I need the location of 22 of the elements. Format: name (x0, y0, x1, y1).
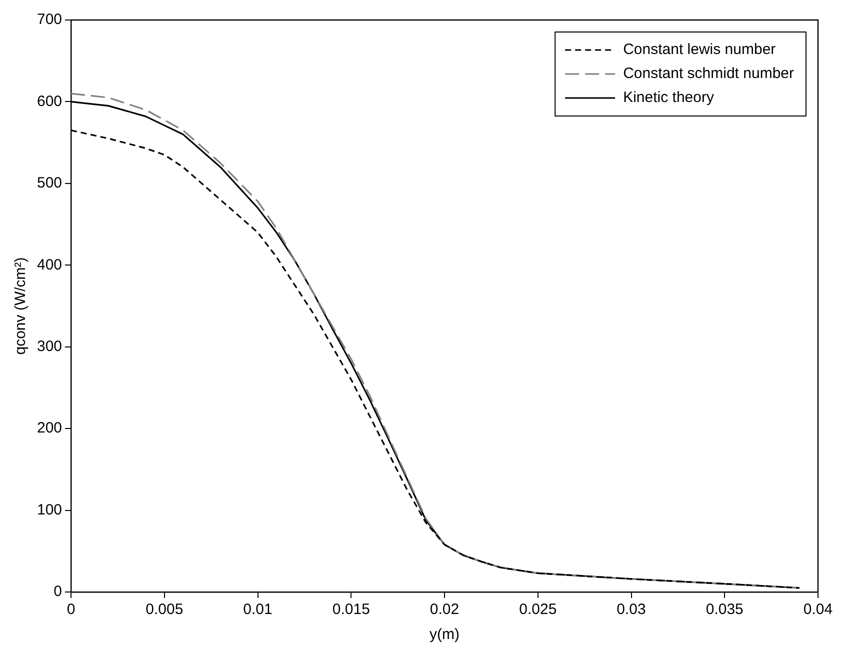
y-tick-label: 500 (36, 174, 62, 192)
y-tick-label: 200 (36, 420, 62, 437)
legend-label: Constant schmidt number (623, 65, 794, 82)
x-tick-label: 0.03 (616, 601, 646, 618)
x-tick-label: 0.035 (706, 601, 744, 618)
y-tick-label: 0 (54, 583, 62, 600)
y-tick-label: 600 (36, 92, 62, 110)
y-tick-label: 400 (36, 256, 62, 274)
legend-label: Kinetic theory (623, 89, 714, 106)
x-tick-label: 0.015 (332, 601, 370, 618)
x-tick-label: 0.04 (803, 601, 833, 618)
y-tick-label: 100 (36, 501, 62, 518)
x-tick-label: 0 (66, 601, 76, 618)
y-tick-label: 700 (36, 11, 62, 28)
x-tick-label: 0.025 (519, 601, 557, 618)
x-axis-title: y(m) (430, 626, 460, 644)
x-tick-label: 0.005 (146, 601, 184, 618)
x-tick-label: 0.01 (243, 601, 272, 618)
y-axis-title: qconv (W/cm²) (12, 257, 30, 355)
legend-label: Constant lewis number (623, 41, 776, 58)
y-tick-label: 300 (36, 338, 62, 355)
x-tick-label: 0.02 (430, 601, 460, 618)
